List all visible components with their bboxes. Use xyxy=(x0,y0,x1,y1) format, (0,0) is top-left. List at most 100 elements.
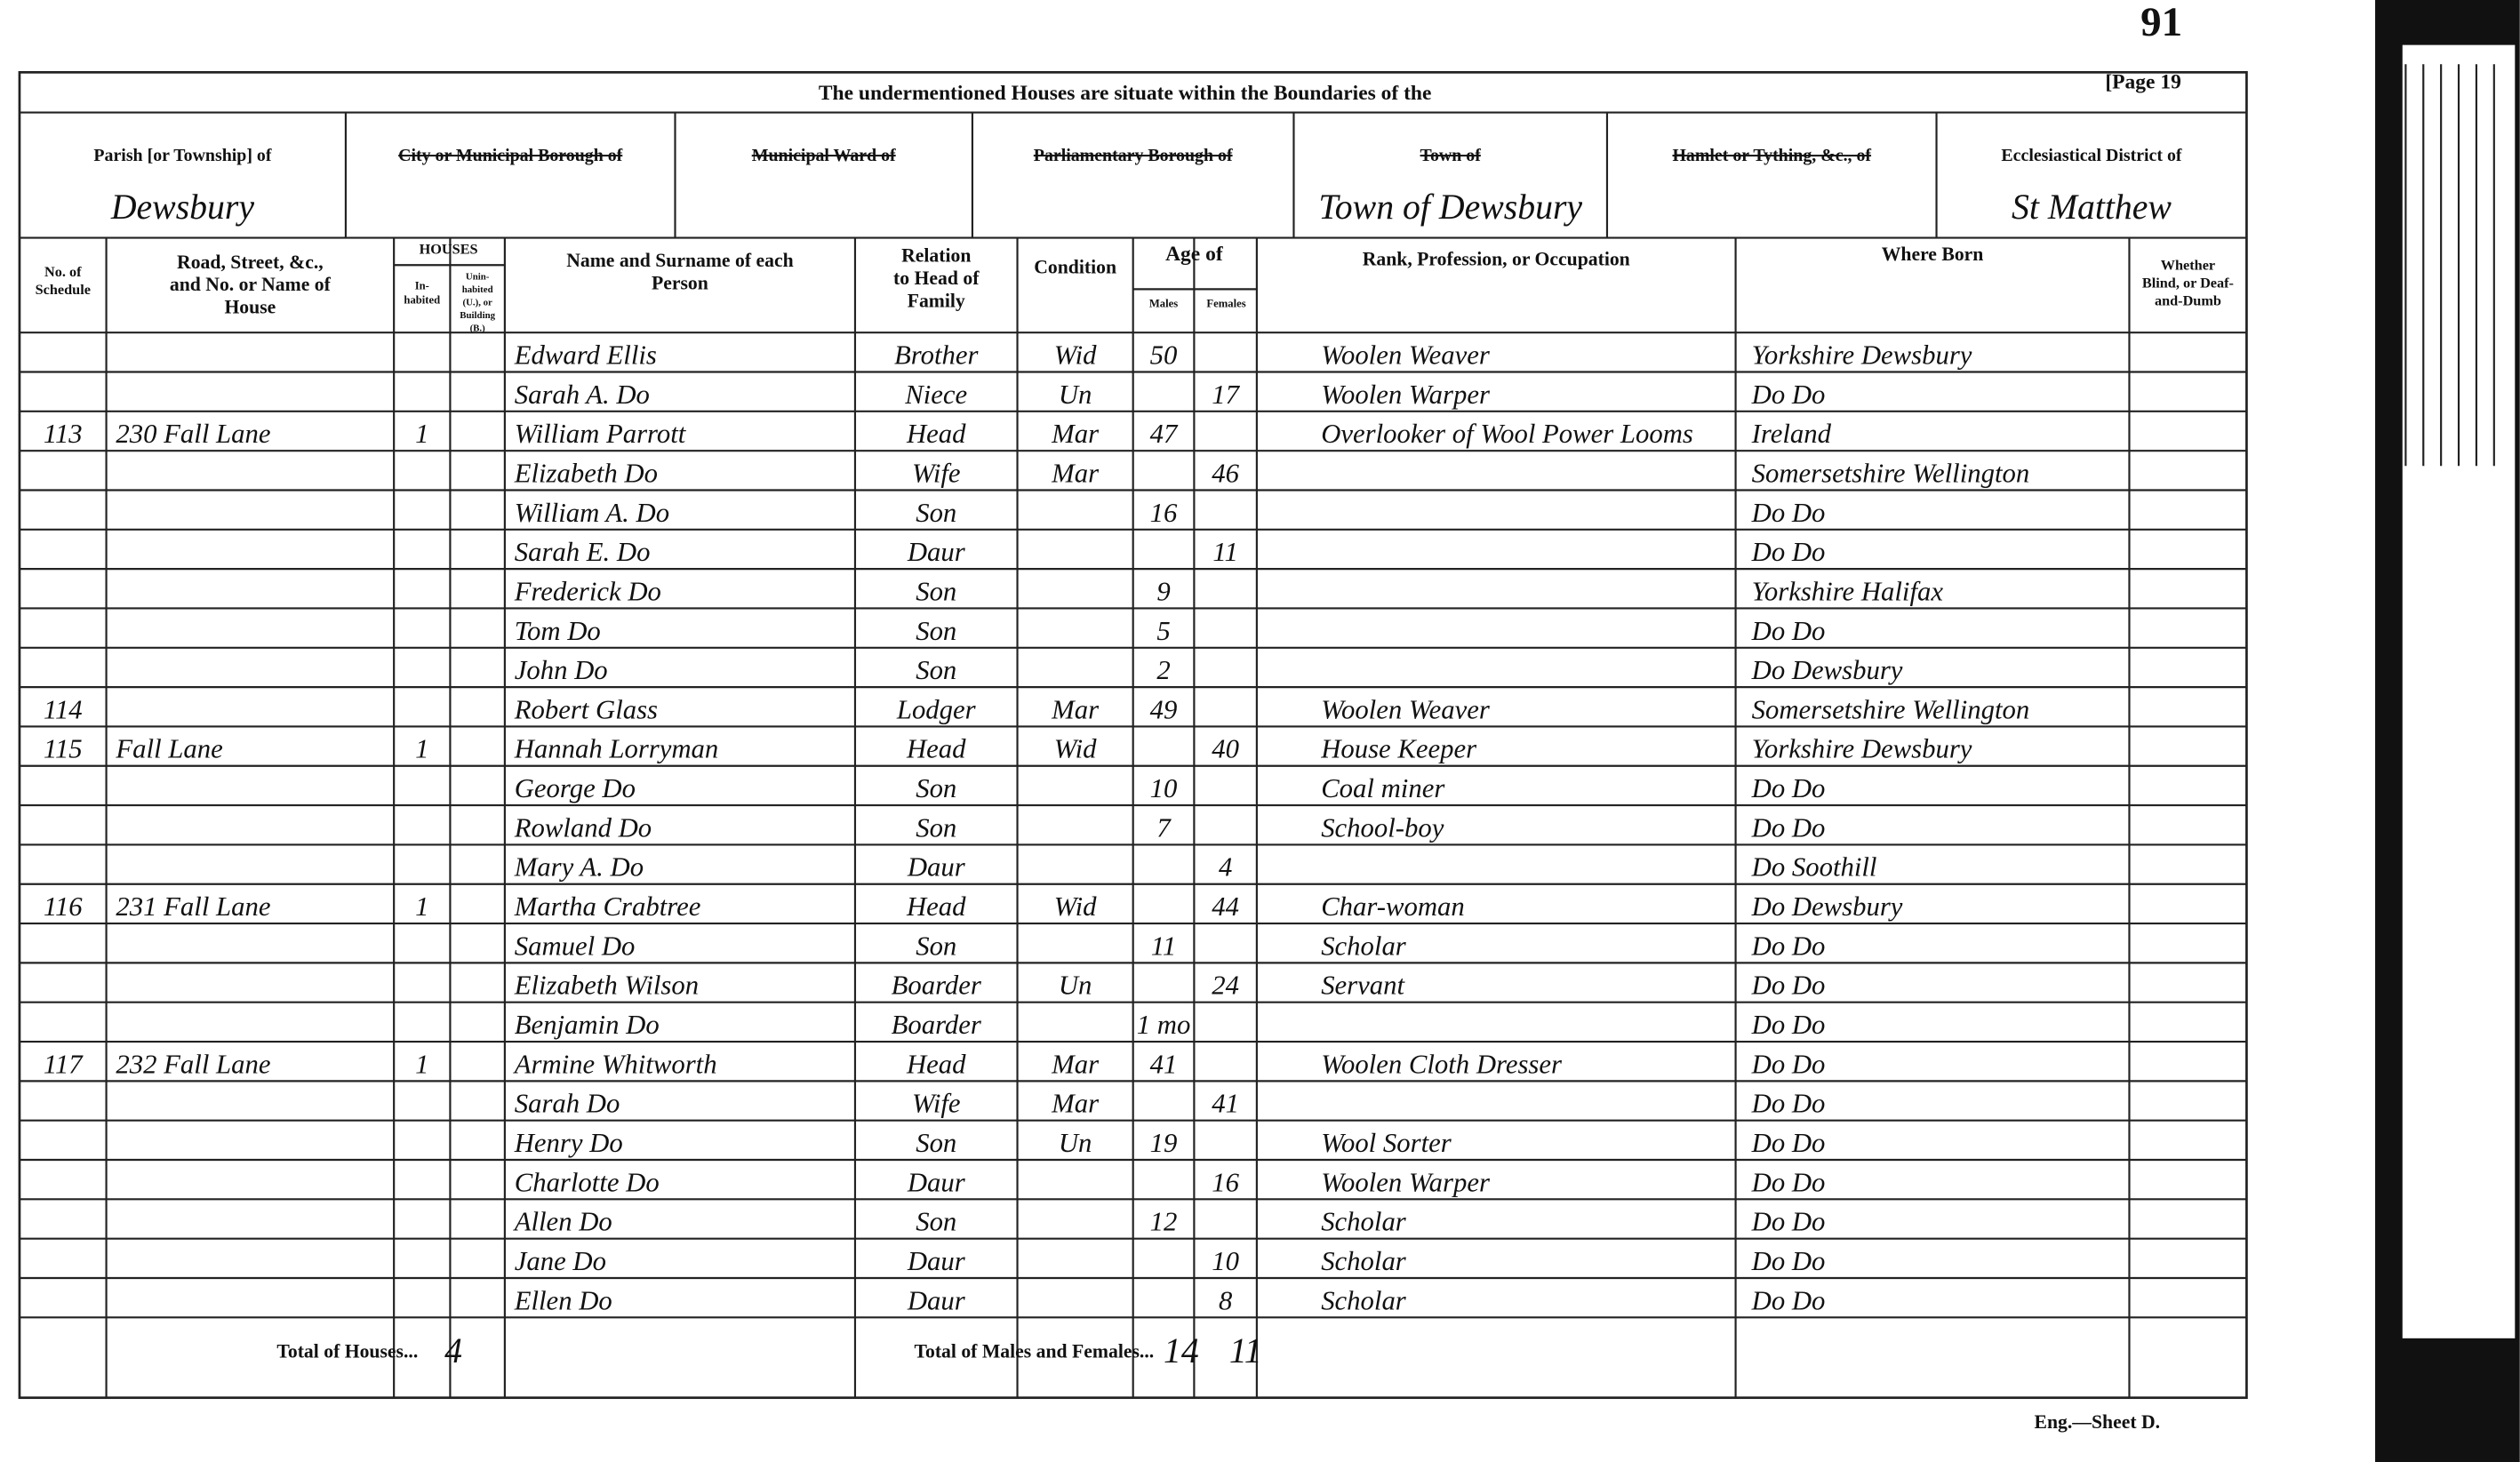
cell-name: Charlotte Do xyxy=(515,1167,660,1197)
cell-name: Edward Ellis xyxy=(514,340,657,370)
cell-schedule: 117 xyxy=(44,1049,84,1079)
column-header: Family xyxy=(908,290,965,311)
cell-male: 41 xyxy=(1150,1049,1178,1079)
cell-relation: Son xyxy=(916,498,956,528)
cell-condition: Un xyxy=(1059,1128,1092,1158)
cell-schedule: 115 xyxy=(44,734,83,764)
cell-relation: Son xyxy=(916,1207,956,1237)
page-label: [Page 19 xyxy=(2105,70,2181,93)
cell-born: Somersetshire Wellington xyxy=(1752,694,2030,724)
cell-name: Jane Do xyxy=(515,1246,606,1276)
cell-name: William Parrott xyxy=(515,419,687,449)
cell-name: Ellen Do xyxy=(514,1285,612,1315)
cell-relation: Brother xyxy=(894,340,979,370)
cell-born: Do Do xyxy=(1751,1285,1826,1315)
cell-male: 11 xyxy=(1151,931,1176,961)
cell-female: 11 xyxy=(1212,537,1237,567)
cell-relation: Son xyxy=(916,773,956,803)
cell-born: Do Do xyxy=(1751,1128,1826,1158)
column-header: Schedule xyxy=(36,282,91,298)
cell-name: Hannah Lorryman xyxy=(514,734,719,764)
cell-male: 19 xyxy=(1150,1128,1178,1158)
cell-inhabited: 1 xyxy=(415,1049,428,1079)
cell-relation: Head xyxy=(906,891,966,922)
cell-name: Armine Whitworth xyxy=(513,1049,717,1079)
cell-occupation: Scholar xyxy=(1321,1246,1407,1276)
cell-relation: Daur xyxy=(907,1246,966,1276)
cell-name: Elizabeth Wilson xyxy=(514,971,699,1001)
cell-occupation: Servant xyxy=(1321,971,1405,1001)
cell-born: Do Do xyxy=(1751,616,1826,646)
cell-relation: Lodger xyxy=(896,694,977,724)
cell-female: 24 xyxy=(1212,971,1239,1001)
cell-condition: Wid xyxy=(1054,891,1097,922)
cell-female: 10 xyxy=(1212,1246,1239,1276)
boundary-value: Town of Dewsbury xyxy=(1318,188,1582,227)
cell-name: Frederick Do xyxy=(514,576,661,606)
cell-relation: Son xyxy=(916,812,956,843)
cell-male: 1 mo xyxy=(1137,1010,1191,1040)
cell-condition: Wid xyxy=(1054,340,1097,370)
column-header: No. of xyxy=(44,264,82,280)
cell-condition: Wid xyxy=(1054,734,1097,764)
cell-occupation: Char-woman xyxy=(1321,891,1465,922)
boundary-label: Ecclesiastical District of xyxy=(2001,146,2181,165)
cell-relation: Son xyxy=(916,1128,956,1158)
boundary-label: Parliamentary Borough of xyxy=(1034,146,1233,165)
cell-born: Yorkshire Halifax xyxy=(1752,576,1944,606)
cell-occupation: Wool Sorter xyxy=(1321,1128,1452,1158)
cell-born: Do Dewsbury xyxy=(1751,891,1903,922)
cell-relation: Son xyxy=(916,655,956,685)
cell-schedule: 114 xyxy=(44,694,83,724)
cell-name: George Do xyxy=(515,773,636,803)
cell-male: 7 xyxy=(1156,812,1172,843)
cell-occupation: Scholar xyxy=(1321,1207,1407,1237)
column-header: Females xyxy=(1206,297,1245,309)
cell-name: Robert Glass xyxy=(514,694,658,724)
total-value: 4 xyxy=(444,1331,462,1370)
cell-inhabited: 1 xyxy=(415,891,428,922)
total-value: 14 xyxy=(1164,1331,1199,1370)
cell-relation: Boarder xyxy=(892,1010,982,1040)
column-header: House xyxy=(224,297,276,318)
cell-relation: Boarder xyxy=(892,971,982,1001)
cell-male: 47 xyxy=(1150,419,1179,449)
cell-inhabited: 1 xyxy=(415,419,428,449)
cell-born: Yorkshire Dewsbury xyxy=(1752,340,1972,370)
cell-born: Yorkshire Dewsbury xyxy=(1752,734,1972,764)
cell-occupation: Woolen Warper xyxy=(1321,1167,1491,1197)
column-header: Whether xyxy=(2161,258,2215,274)
cell-condition: Mar xyxy=(1051,1089,1100,1119)
total-label: Total of Houses... xyxy=(276,1341,418,1362)
cell-male: 10 xyxy=(1150,773,1178,803)
column-header: In- xyxy=(415,279,429,292)
cell-name: Rowland Do xyxy=(514,812,652,843)
cell-relation: Head xyxy=(906,419,966,449)
cell-male: 2 xyxy=(1156,655,1170,685)
cell-name: Sarah A. Do xyxy=(515,379,650,410)
cell-born: Do Do xyxy=(1751,1089,1826,1119)
cell-name: Sarah Do xyxy=(515,1089,620,1119)
cell-born: Do Do xyxy=(1751,1049,1826,1079)
cell-condition: Mar xyxy=(1051,458,1100,488)
cell-relation: Wife xyxy=(912,1089,961,1119)
page-number: 91 xyxy=(2140,0,2182,45)
column-header: (U.), or xyxy=(462,297,492,308)
cell-road: 230 Fall Lane xyxy=(116,419,270,449)
cell-male: 5 xyxy=(1156,616,1170,646)
cell-born: Do Do xyxy=(1751,1010,1826,1040)
cell-relation: Daur xyxy=(907,1167,966,1197)
boundary-label: Parish [or Township] of xyxy=(93,146,271,165)
cell-relation: Son xyxy=(916,931,956,961)
column-header: and No. or Name of xyxy=(170,274,332,295)
cell-name: John Do xyxy=(515,655,608,685)
cell-born: Ireland xyxy=(1751,419,1832,449)
column-header: to Head of xyxy=(893,268,980,289)
cell-occupation: Woolen Cloth Dresser xyxy=(1321,1049,1563,1079)
cell-female: 4 xyxy=(1219,852,1232,883)
cell-born: Do Do xyxy=(1751,1207,1826,1237)
cell-female: 41 xyxy=(1212,1089,1239,1119)
cell-name: Elizabeth Do xyxy=(514,458,658,488)
